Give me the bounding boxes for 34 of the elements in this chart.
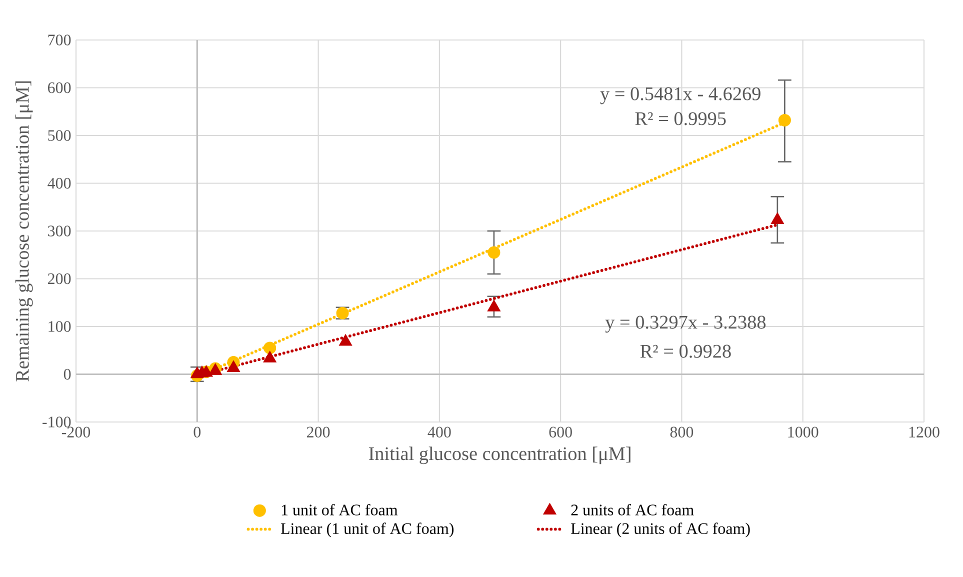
x-tick-label: 0 [194, 426, 201, 438]
x-tick-label: 200 [307, 426, 330, 438]
legend-label: Linear (1 unit of AC foam) [280, 522, 454, 538]
x-axis-title: Initial glucose concentration [μM] [368, 446, 630, 464]
x-tick-label: -200 [62, 426, 90, 438]
y-tick-label: 100 [48, 321, 71, 332]
y-tick-label: -100 [42, 416, 71, 428]
y-axis-title: Remaining glucose concentration [μM] [15, 81, 33, 382]
point [488, 246, 500, 259]
legend-label: 2 units of AC foam [571, 504, 694, 516]
x-tick-label: 1000 [788, 426, 818, 438]
point [487, 300, 501, 312]
y-tick-label: 200 [48, 273, 71, 284]
point [263, 350, 276, 362]
point [770, 212, 784, 224]
point [338, 334, 352, 346]
y-tick-label: 300 [48, 226, 71, 236]
legend-label: Linear (2 units of AC foam) [571, 522, 750, 538]
y-tick-label: 400 [48, 178, 71, 189]
y-tick-label: 500 [48, 130, 71, 141]
x-tick-label: 800 [670, 426, 694, 438]
y-tick-label: 0 [64, 368, 71, 380]
legend-label: 1 unit of AC foam [282, 504, 398, 516]
point [778, 114, 791, 126]
annotation: R² = 0.9995 [635, 112, 726, 126]
y-tick-label: 600 [48, 82, 71, 94]
x-tick-label: 400 [428, 426, 451, 438]
x-tick-label: 1200 [909, 426, 940, 438]
x-tick-label: 600 [549, 426, 572, 438]
point [226, 360, 240, 372]
y-tick-label: 700 [48, 34, 71, 46]
annotation: R² = 0.9928 [640, 344, 731, 358]
annotation: y = 0.3297x - 3.2388 [605, 316, 766, 333]
annotation: y = 0.5481x - 4.6269 [600, 87, 760, 104]
